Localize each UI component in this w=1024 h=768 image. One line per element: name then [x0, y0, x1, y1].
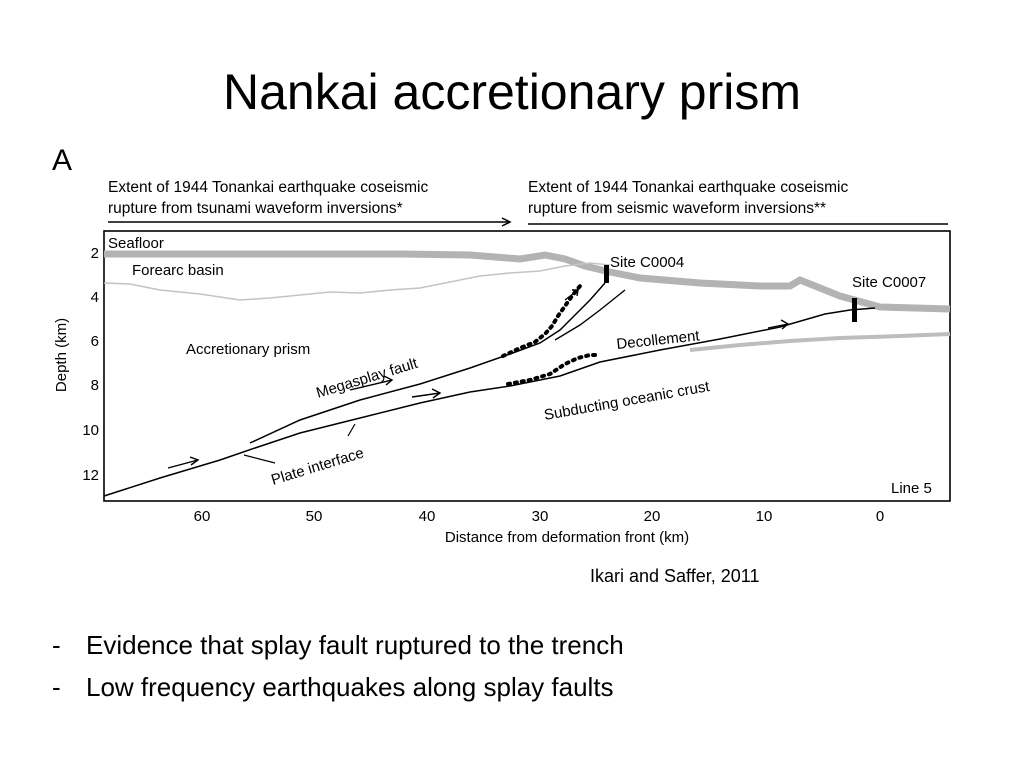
- arrow-interface-middle: [411, 388, 442, 399]
- x-tick-50: 50: [306, 508, 323, 525]
- subducting-crust-label: Subducting oceanic crust: [543, 378, 712, 424]
- x-tick-40: 40: [419, 508, 436, 525]
- arrow-megasplay-upper: [564, 289, 579, 301]
- bullet-text: Low frequency earthquakes along splay fa…: [86, 672, 614, 702]
- plate-interface-line: [103, 307, 876, 497]
- decollement-dotted-zone: [506, 353, 602, 386]
- arrow-megasplay-lower: [349, 375, 394, 391]
- seafloor-line: [104, 250, 951, 313]
- x-tick-10: 10: [756, 508, 773, 525]
- site-c0007-borehole: [852, 298, 857, 322]
- extent-seismic-line2: rupture from seismic waveform inversions…: [528, 200, 826, 217]
- x-axis-label: Distance from deformation front (km): [445, 529, 689, 546]
- bullet-item: - Low frequency earthquakes along splay …: [52, 666, 624, 708]
- decollement-label: Decollement: [616, 327, 702, 353]
- extent-arrows: [108, 217, 948, 227]
- x-tick-20: 20: [644, 508, 661, 525]
- bullet-list: - Evidence that splay fault ruptured to …: [52, 624, 624, 708]
- y-tick-6: 6: [91, 333, 99, 350]
- y-tick-8: 8: [91, 377, 99, 394]
- arrow-decollement-right: [767, 319, 790, 330]
- citation: Ikari and Saffer, 2011: [590, 566, 760, 586]
- bullet-item: - Evidence that splay fault ruptured to …: [52, 624, 624, 666]
- x-tick-30: 30: [532, 508, 549, 525]
- forearc-basin-label: Forearc basin: [132, 262, 224, 279]
- forearc-basin-base-line: [103, 262, 611, 301]
- arrow-interface-left: [167, 456, 200, 469]
- megasplay-branch-line: [554, 289, 626, 341]
- subducting-crust-top-line: [689, 332, 951, 352]
- line-label: Line 5: [891, 480, 932, 497]
- y-tick-2: 2: [91, 245, 99, 262]
- megasplay-dotted-zone: [501, 284, 582, 358]
- plot-frame: [103, 230, 951, 502]
- y-tick-4: 4: [91, 289, 99, 306]
- y-axis-label: Depth (km): [53, 318, 70, 392]
- bullet-text: Evidence that splay fault ruptured to th…: [86, 630, 624, 660]
- site-c0004-label: Site C0004: [610, 254, 684, 271]
- x-axis-ticks: 60 50 40 30 20 10 0: [194, 508, 885, 525]
- slide-title: Nankai accretionary prism: [223, 64, 801, 120]
- x-tick-60: 60: [194, 508, 211, 525]
- y-tick-10: 10: [82, 422, 99, 439]
- extent-tsunami-line2: rupture from tsunami waveform inversions…: [108, 200, 403, 217]
- y-tick-12: 12: [82, 467, 99, 484]
- accretionary-prism-label: Accretionary prism: [186, 341, 310, 358]
- x-tick-0: 0: [876, 508, 884, 525]
- y-axis-ticks: 2 4 6 8 10 12: [82, 245, 99, 484]
- slip-arrows: [167, 289, 790, 469]
- seafloor-label: Seafloor: [108, 235, 164, 252]
- panel-label: A: [52, 144, 72, 177]
- bullet-marker: -: [52, 630, 61, 660]
- extent-tsunami-line1: Extent of 1944 Tonankai earthquake cosei…: [108, 179, 428, 196]
- plate-interface-leaders: [243, 423, 356, 464]
- extent-seismic-line1: Extent of 1944 Tonankai earthquake cosei…: [528, 179, 848, 196]
- site-c0007-label: Site C0007: [852, 274, 926, 291]
- plate-interface-label: Plate interface: [269, 445, 366, 489]
- bullet-marker: -: [52, 672, 61, 702]
- site-c0004-borehole: [604, 265, 609, 283]
- megasplay-fault-label: Megasplay fault: [314, 355, 420, 402]
